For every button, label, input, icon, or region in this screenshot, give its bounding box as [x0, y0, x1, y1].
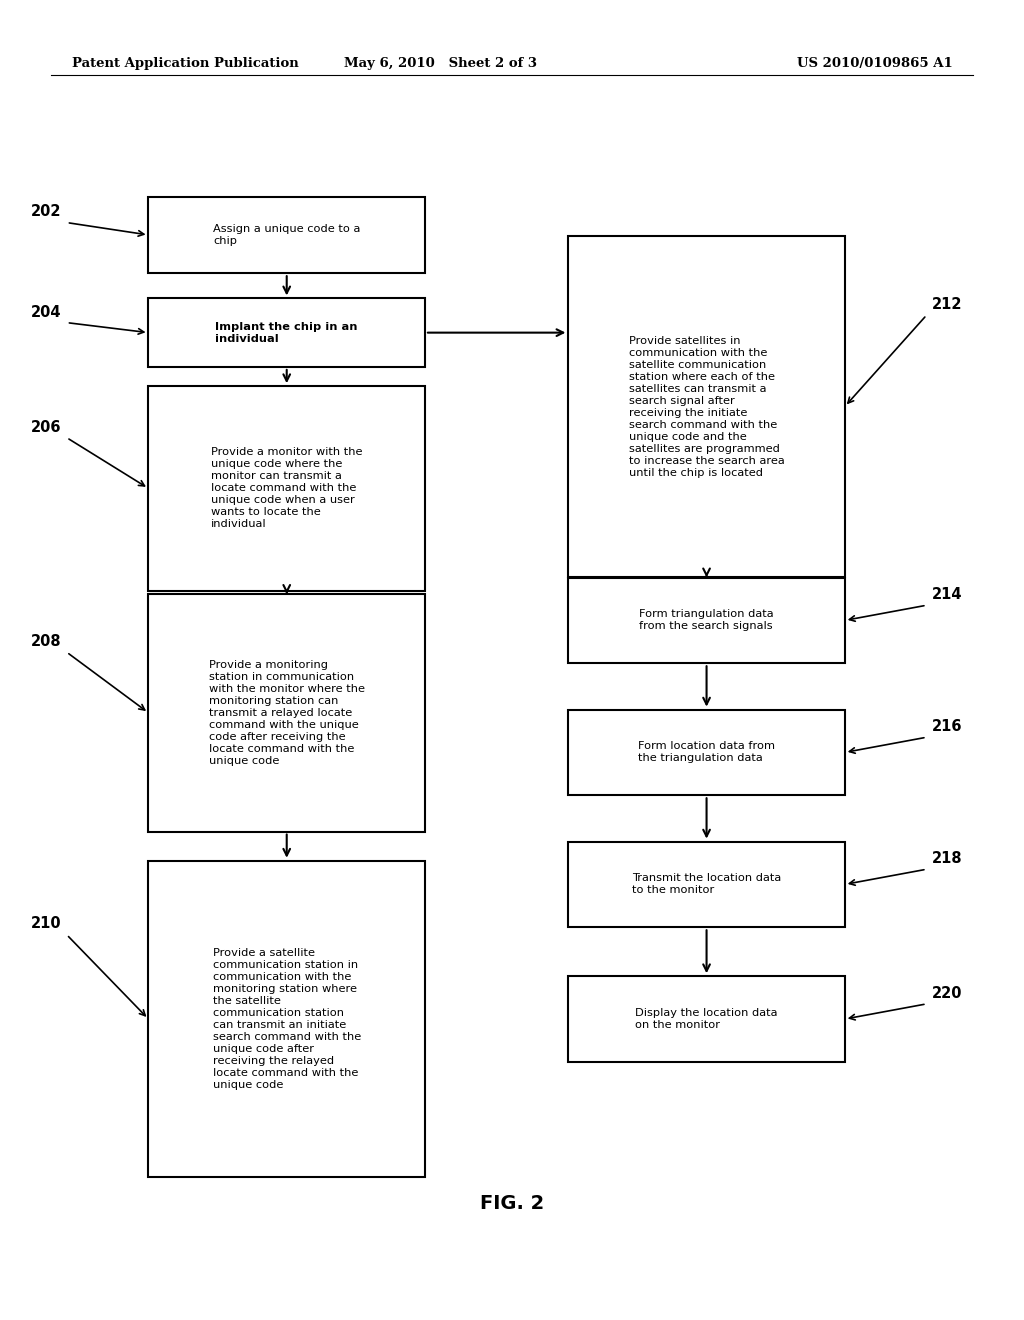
- Text: 202: 202: [31, 205, 61, 219]
- Bar: [568, 977, 845, 1061]
- Text: Provide a satellite
communication station in
communication with the
monitoring s: Provide a satellite communication statio…: [213, 948, 360, 1090]
- Text: Form triangulation data
from the search signals: Form triangulation data from the search …: [639, 610, 774, 631]
- Text: 212: 212: [932, 297, 963, 312]
- Text: 210: 210: [31, 916, 61, 932]
- Text: Form location data from
the triangulation data: Form location data from the triangulatio…: [638, 742, 775, 763]
- Text: 216: 216: [932, 719, 963, 734]
- Bar: [148, 197, 425, 273]
- Text: Provide a monitor with the
unique code where the
monitor can transmit a
locate c: Provide a monitor with the unique code w…: [211, 447, 362, 529]
- Text: 220: 220: [932, 986, 963, 1001]
- Text: Patent Application Publication: Patent Application Publication: [72, 57, 298, 70]
- Text: 208: 208: [31, 634, 61, 649]
- Bar: [148, 594, 425, 832]
- Text: 206: 206: [31, 420, 61, 434]
- Text: Provide a monitoring
station in communication
with the monitor where the
monitor: Provide a monitoring station in communic…: [209, 660, 365, 766]
- Bar: [568, 710, 845, 795]
- Text: 214: 214: [932, 587, 963, 602]
- Bar: [568, 578, 845, 663]
- Text: US 2010/0109865 A1: US 2010/0109865 A1: [797, 57, 952, 70]
- Bar: [148, 298, 425, 367]
- Bar: [568, 236, 845, 577]
- Text: 204: 204: [31, 305, 61, 319]
- Text: Implant the chip in an
individual: Implant the chip in an individual: [215, 322, 358, 343]
- Text: Display the location data
on the monitor: Display the location data on the monitor: [635, 1008, 778, 1030]
- Text: Transmit the location data
to the monitor: Transmit the location data to the monito…: [632, 874, 781, 895]
- Text: FIG. 2: FIG. 2: [480, 1195, 544, 1213]
- Text: May 6, 2010   Sheet 2 of 3: May 6, 2010 Sheet 2 of 3: [344, 57, 537, 70]
- Text: Assign a unique code to a
chip: Assign a unique code to a chip: [213, 224, 360, 246]
- Bar: [148, 861, 425, 1177]
- Text: 218: 218: [932, 851, 963, 866]
- Bar: [148, 385, 425, 591]
- Bar: [568, 842, 845, 927]
- Text: Provide satellites in
communication with the
satellite communication
station whe: Provide satellites in communication with…: [629, 335, 784, 478]
